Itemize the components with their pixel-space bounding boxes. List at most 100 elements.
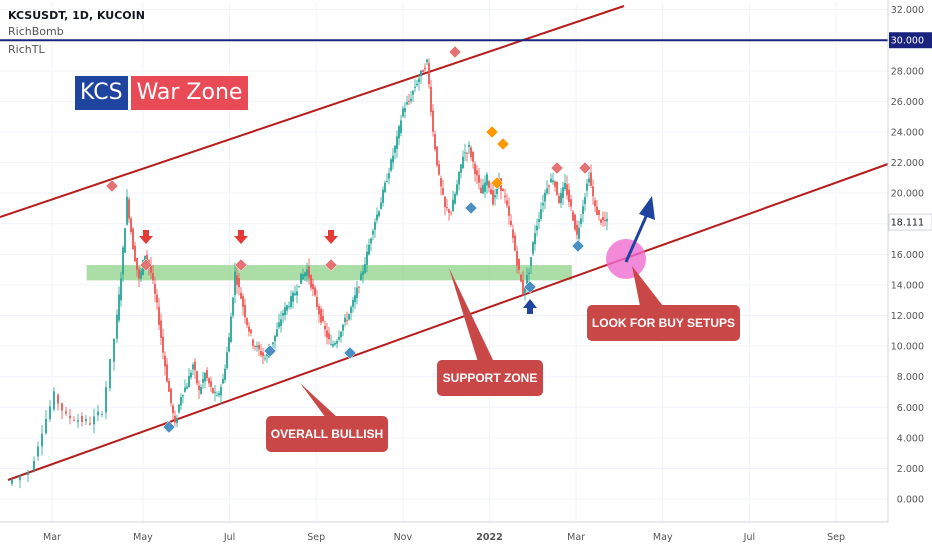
candle-body — [298, 286, 300, 287]
candle-body — [430, 86, 432, 113]
candle-body — [454, 193, 456, 204]
callout-overall-bullish: OVERALL BULLISH — [266, 416, 388, 452]
candle-body — [266, 352, 268, 357]
candle-body — [164, 355, 166, 367]
candle-body — [296, 291, 298, 296]
x-tick-label: Jul — [743, 532, 755, 543]
candle-body — [506, 200, 508, 206]
candle-body — [370, 238, 372, 244]
candle-body — [120, 278, 122, 301]
candle-body — [146, 254, 148, 262]
candle-body — [366, 251, 368, 265]
candle-body — [202, 378, 204, 383]
candle-body — [280, 319, 282, 327]
candle-body — [592, 186, 594, 197]
candle-body — [564, 183, 566, 190]
candle-body — [512, 229, 514, 238]
candle-body — [264, 358, 266, 360]
candle-body — [380, 202, 382, 210]
candle-body — [496, 184, 498, 194]
candle-body — [476, 170, 478, 176]
candle-body — [85, 418, 87, 422]
candle-body — [132, 228, 134, 250]
candle-body — [89, 423, 91, 425]
diamond-marker-red — [578, 161, 592, 175]
y-tick-label: 22.000 — [891, 158, 924, 169]
candle-body — [580, 218, 582, 225]
candle-body — [464, 152, 466, 154]
candle-body — [574, 214, 576, 230]
candle-body — [178, 404, 180, 413]
candle-body — [244, 305, 246, 318]
candle-body — [302, 274, 304, 280]
candle-body — [130, 218, 132, 233]
candle-body — [37, 446, 39, 457]
candle-body — [116, 314, 118, 339]
candle-body — [314, 287, 316, 296]
candle-body — [340, 331, 342, 338]
candle-body — [332, 344, 334, 347]
candle-body — [122, 247, 124, 275]
candle-body — [276, 329, 278, 337]
callout-pointer-bullish — [300, 383, 338, 418]
candle-body — [316, 296, 318, 307]
diamond-marker-blue — [571, 239, 585, 253]
channel-upper-line — [0, 5, 625, 218]
indicator-label-1: RichBomb — [8, 25, 64, 38]
candle-body — [170, 388, 172, 404]
candle-body — [258, 345, 260, 350]
candle-body — [386, 181, 388, 182]
candle-body — [73, 420, 75, 422]
candle-body — [356, 287, 358, 298]
candle-body — [444, 196, 446, 208]
candle-body — [572, 211, 574, 221]
candle-body — [524, 287, 526, 295]
x-tick-label: Sep — [307, 532, 325, 543]
candle-body — [488, 181, 490, 188]
candle-body — [382, 189, 384, 203]
candle-body — [230, 316, 232, 343]
candle-body — [77, 420, 79, 422]
diamond-marker-blue — [523, 280, 537, 294]
candle-body — [274, 335, 276, 342]
projection-arrow-line — [624, 211, 650, 263]
y-tick-label: 16.000 — [891, 250, 924, 261]
candle-body — [288, 306, 290, 308]
candle-body — [228, 337, 230, 352]
candle-body — [368, 244, 370, 255]
candle-body — [113, 338, 115, 362]
candle-body — [118, 294, 120, 321]
candle-body — [162, 336, 164, 353]
candle-body — [306, 269, 308, 276]
candle-body — [474, 163, 476, 174]
candle-body — [394, 145, 396, 153]
candle-body — [450, 212, 452, 214]
candle-body — [322, 316, 324, 322]
candle-body — [606, 218, 608, 222]
candle-body — [384, 182, 386, 192]
x-tick-label: Mar — [43, 532, 61, 543]
candle-body — [456, 184, 458, 195]
candle-body — [65, 411, 67, 414]
candle-body — [402, 108, 404, 117]
candle-body — [584, 197, 586, 205]
candle-body — [174, 415, 176, 423]
candle-body — [408, 101, 410, 103]
x-tick-label: Sep — [827, 532, 845, 543]
candle-body — [200, 387, 202, 394]
candle-body — [310, 275, 312, 288]
candle-body — [460, 164, 462, 173]
candle-body — [536, 225, 538, 231]
candle-body — [93, 416, 95, 425]
candle-body — [27, 472, 29, 475]
candle-body — [590, 172, 592, 186]
candle-body — [486, 174, 488, 186]
candle-body — [154, 283, 156, 294]
candle-body — [328, 333, 330, 340]
candle-body — [526, 274, 528, 287]
candle-body — [198, 385, 200, 391]
candle-body — [554, 181, 556, 187]
callout-pointer-buy — [632, 266, 663, 306]
diamond-marker-blue — [343, 346, 357, 360]
y-tick-label: 32.000 — [891, 5, 924, 16]
